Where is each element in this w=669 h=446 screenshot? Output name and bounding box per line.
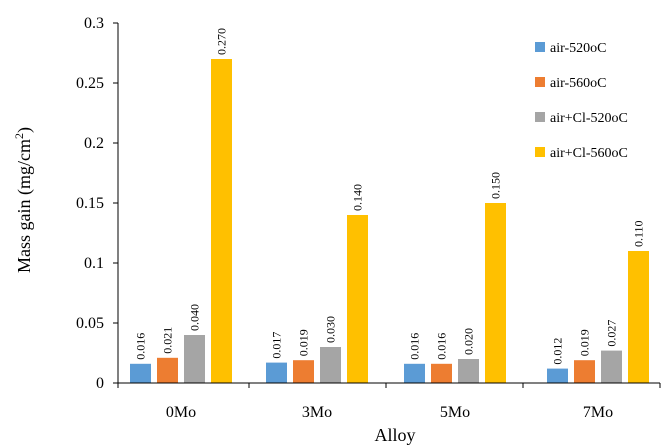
x-axis-categories: 0Mo 3Mo 5Mo 7Mo	[117, 383, 661, 421]
y-tick-label: 0	[96, 375, 104, 392]
y-tick-label: 0.1	[84, 255, 104, 272]
y-axis-title-main: Mass gain (mg/cm	[14, 139, 35, 273]
legend-label: air+Cl-520oC	[550, 111, 628, 126]
data-label: 0.016	[435, 333, 449, 360]
data-label: 0.019	[578, 329, 592, 356]
bar	[320, 347, 341, 383]
bar	[157, 357, 178, 383]
bar	[547, 368, 568, 383]
bar	[574, 360, 595, 383]
bar	[628, 251, 649, 383]
legend-label: air+Cl-560oC	[550, 146, 628, 161]
legend-swatch	[535, 77, 545, 87]
bar	[458, 359, 479, 383]
y-axis-title-superscript: 2	[12, 133, 26, 139]
bar	[601, 350, 622, 383]
legend-swatch	[535, 112, 545, 122]
bar	[404, 363, 425, 383]
bar	[347, 215, 368, 383]
data-label: 0.140	[351, 184, 365, 211]
bar	[293, 360, 314, 383]
data-label: 0.016	[134, 333, 148, 360]
data-label: 0.270	[215, 28, 229, 55]
x-category-label: 0Mo	[166, 404, 196, 421]
data-label: 0.021	[161, 327, 175, 354]
data-label: 0.020	[462, 328, 476, 355]
data-label: 0.110	[632, 220, 646, 247]
bars	[130, 59, 649, 383]
legend-label: air-560oC	[550, 76, 607, 91]
data-label: 0.017	[270, 332, 284, 359]
data-label: 0.030	[324, 316, 338, 343]
bar	[485, 203, 506, 383]
y-tick-label: 0.25	[76, 75, 104, 92]
x-category-label: 5Mo	[440, 404, 470, 421]
y-tick-label: 0.05	[76, 315, 104, 332]
data-label: 0.040	[188, 304, 202, 331]
y-tick-label: 0.3	[84, 15, 104, 32]
bar	[266, 362, 287, 383]
y-tick-label: 0.2	[84, 135, 104, 152]
x-category-label: 3Mo	[302, 404, 332, 421]
data-label: 0.012	[551, 338, 565, 365]
bar	[130, 363, 151, 383]
x-category-label: 7Mo	[583, 404, 613, 421]
data-labels: 0.016 0.021 0.040 0.270 0.017 0.019 0.030 0.140…	[134, 28, 646, 365]
y-axis-title: Mass gain (mg/cm2)	[12, 127, 35, 273]
data-label: 0.027	[605, 320, 619, 347]
y-axis-title-close: )	[14, 127, 35, 133]
legend: air-520oC air-560oC air+Cl-520oC air+Cl-560…	[535, 41, 628, 161]
y-axis-ticks: 0 0.05 0.1 0.15 0.2 0.25 0.3	[76, 15, 118, 392]
bar	[431, 363, 452, 383]
legend-swatch	[535, 147, 545, 157]
y-tick-label: 0.15	[76, 195, 104, 212]
legend-label: air-520oC	[550, 41, 607, 56]
legend-swatch	[535, 42, 545, 52]
x-axis-title: Alloy	[374, 425, 415, 445]
bar	[211, 59, 232, 383]
bar	[184, 335, 205, 383]
data-label: 0.150	[489, 172, 503, 199]
data-label: 0.016	[408, 333, 422, 360]
data-label: 0.019	[297, 329, 311, 356]
